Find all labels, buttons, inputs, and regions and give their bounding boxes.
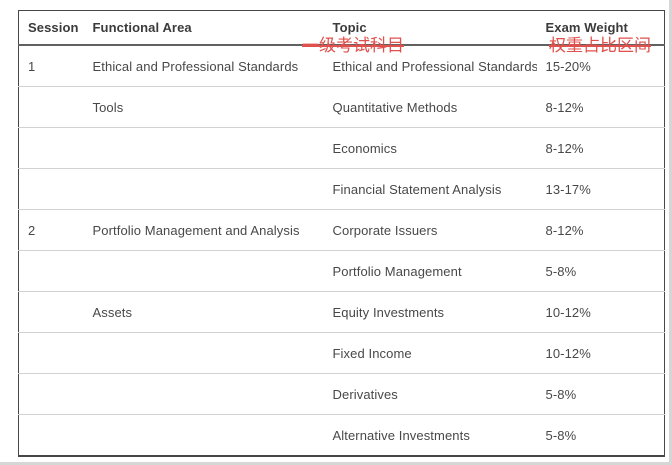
table-row: Financial Statement Analysis 13-17% <box>18 168 665 210</box>
table-row: Assets Equity Investments 10-12% <box>18 291 665 333</box>
table-row: 1 Ethical and Professional Standards Ethic… <box>19 45 665 87</box>
cell-session <box>18 332 84 374</box>
cell-topic: Corporate Issuers <box>323 209 537 251</box>
cell-functional-area <box>83 414 324 456</box>
cell-topic: Portfolio Management <box>323 250 537 292</box>
cell-functional-area <box>83 127 324 169</box>
cell-topic: Equity Investments <box>323 291 537 333</box>
cell-session <box>18 414 84 456</box>
cell-functional-area: Assets <box>83 291 324 333</box>
cell-exam-weight: 10-12% <box>536 332 665 374</box>
table-row: Tools Quantitative Methods 8-12% <box>18 86 665 128</box>
cell-topic: Fixed Income <box>323 332 537 374</box>
cell-functional-area <box>83 332 324 374</box>
cell-topic: Financial Statement Analysis <box>323 168 537 210</box>
cell-exam-weight: 10-12% <box>536 291 665 333</box>
exam-weights-table: Session Functional Area Topic Exam Weigh… <box>18 10 665 457</box>
cell-functional-area: Tools <box>83 86 324 128</box>
cell-exam-weight: 15-20% <box>545 58 591 74</box>
cell-topic: Ethical and Professional Standards <box>332 58 537 74</box>
cell-topic: Derivatives <box>323 373 537 415</box>
cell-exam-weight: 13-17% <box>536 168 665 210</box>
screenshot-right-edge <box>669 0 672 465</box>
cell-functional-area <box>83 168 324 210</box>
table-row: Economics 8-12% <box>18 127 665 169</box>
cell-topic: Alternative Investments <box>323 414 537 456</box>
cell-functional-area: Portfolio Management and Analysis <box>83 209 324 251</box>
cell-session <box>18 250 84 292</box>
cell-session <box>18 127 84 169</box>
annotation-level1-exam-subjects: 一级考试科目 <box>302 36 404 55</box>
table-row: Portfolio Management 5-8% <box>18 250 665 292</box>
cell-exam-weight: 8-12% <box>536 86 665 128</box>
cell-topic: Economics <box>323 127 537 169</box>
header-session: Session <box>18 10 84 46</box>
header-topic: Topic <box>323 10 537 46</box>
table-row: 2 Portfolio Management and Analysis Corpor… <box>18 209 665 251</box>
cell-session: 1 <box>28 58 36 74</box>
cell-topic: Quantitative Methods <box>323 86 537 128</box>
header-functional-area: Functional Area <box>83 10 324 46</box>
cell-exam-weight: 8-12% <box>536 127 665 169</box>
cell-functional-area <box>83 373 324 415</box>
header-exam-weight: Exam Weight <box>536 10 665 46</box>
annotation-weight-range: 权重占比区间 <box>549 36 651 55</box>
screenshot-bottom-edge <box>0 462 672 465</box>
table-header: Session Functional Area Topic Exam Weigh… <box>18 10 665 46</box>
cell-session <box>18 168 84 210</box>
table-row: Alternative Investments 5-8% <box>18 414 665 456</box>
cell-functional-area: Ethical and Professional Standards <box>92 58 299 74</box>
cell-session <box>18 86 84 128</box>
cell-session <box>18 373 84 415</box>
cell-exam-weight: 5-8% <box>536 373 665 415</box>
cell-session: 2 <box>18 209 84 251</box>
exam-weights-table-container: Session Functional Area Topic Exam Weigh… <box>18 10 665 457</box>
cell-functional-area <box>83 250 324 292</box>
cell-exam-weight: 5-8% <box>536 414 665 456</box>
table-row: Fixed Income 10-12% <box>18 332 665 374</box>
cell-exam-weight: 8-12% <box>536 209 665 251</box>
cell-exam-weight: 5-8% <box>536 250 665 292</box>
cell-session <box>18 291 84 333</box>
header-row: Session Functional Area Topic Exam Weigh… <box>18 10 665 46</box>
table-body: 1 Ethical and Professional Standards Ethic… <box>18 45 665 456</box>
table-row: Derivatives 5-8% <box>18 373 665 415</box>
